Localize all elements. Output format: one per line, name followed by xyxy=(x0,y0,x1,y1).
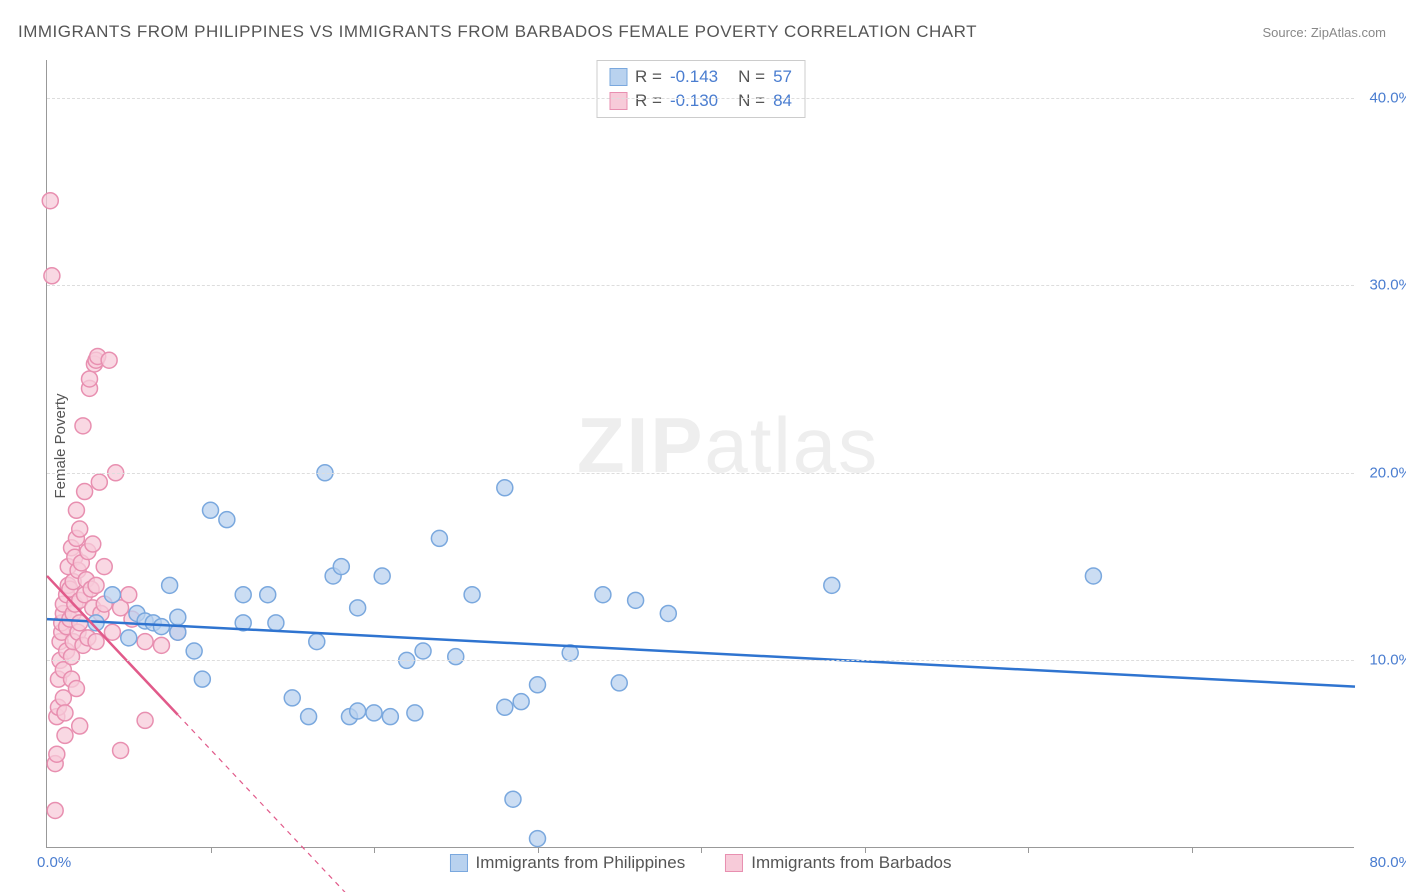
x-tick xyxy=(538,847,539,853)
x-tick xyxy=(1192,847,1193,853)
y-tick-label: 30.0% xyxy=(1369,277,1406,294)
stats-row-barbados: R = -0.130 N = 84 xyxy=(609,89,792,113)
source-label: Source: ZipAtlas.com xyxy=(1262,25,1386,40)
stats-row-philippines: R = -0.143 N = 57 xyxy=(609,65,792,89)
grid-line xyxy=(47,98,1354,99)
x-tick xyxy=(701,847,702,853)
x-tick xyxy=(374,847,375,853)
swatch-philippines xyxy=(609,68,627,86)
x-axis-max-label: 80.0% xyxy=(1369,854,1406,871)
grid-line xyxy=(47,473,1354,474)
grid-line xyxy=(47,660,1354,661)
x-tick xyxy=(1028,847,1029,853)
chart-svg xyxy=(47,60,1354,847)
y-tick-label: 10.0% xyxy=(1369,652,1406,669)
y-tick-label: 20.0% xyxy=(1369,464,1406,481)
swatch-philippines-icon xyxy=(449,854,467,872)
grid-line xyxy=(47,285,1354,286)
stats-legend: R = -0.143 N = 57 R = -0.130 N = 84 xyxy=(596,60,805,118)
y-tick-label: 40.0% xyxy=(1369,89,1406,106)
legend-item-barbados: Immigrants from Barbados xyxy=(725,853,951,873)
swatch-barbados xyxy=(609,92,627,110)
legend-item-philippines: Immigrants from Philippines xyxy=(449,853,685,873)
swatch-barbados-icon xyxy=(725,854,743,872)
x-axis-min-label: 0.0% xyxy=(37,854,71,871)
correlation-chart: IMMIGRANTS FROM PHILIPPINES VS IMMIGRANT… xyxy=(0,0,1406,892)
bottom-legend: Immigrants from Philippines Immigrants f… xyxy=(449,853,951,873)
plot-area: ZIPatlas R = -0.143 N = 57 R = -0.130 N … xyxy=(46,60,1354,848)
x-tick xyxy=(865,847,866,853)
x-tick xyxy=(211,847,212,853)
chart-title: IMMIGRANTS FROM PHILIPPINES VS IMMIGRANT… xyxy=(18,22,977,42)
